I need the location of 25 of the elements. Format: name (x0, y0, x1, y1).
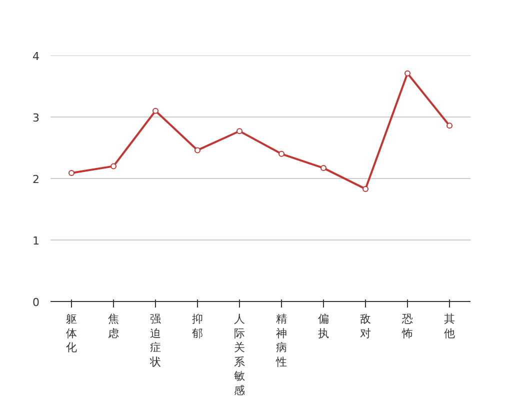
point (446, 122, 452, 129)
y-tick-label: 1 (32, 234, 40, 248)
y-tick-label: 2 (32, 173, 40, 186)
x-tick-label: 偏执 (318, 312, 329, 340)
x-tick-label: 精神病性 (275, 312, 287, 368)
point (362, 186, 368, 192)
x-tick-label: 焦虑 (108, 312, 119, 340)
point (68, 170, 74, 176)
x-tick-label: 其他 (444, 312, 455, 340)
x-tick-label: 强迫症状 (149, 312, 161, 368)
x-tick-label: 抑郁 (192, 312, 203, 340)
y-tick-label: 4 (32, 50, 40, 63)
x-tick-label: 敌对 (360, 312, 371, 340)
point (278, 150, 284, 157)
y-tick-label: 3 (32, 112, 40, 124)
y-tick-label: 0 (32, 296, 40, 309)
point (152, 108, 158, 114)
point (110, 163, 116, 170)
point (320, 165, 326, 172)
point (404, 70, 410, 76)
x-tick-label: 躯体化 (66, 312, 77, 354)
x-tick-label: 人际关系敏感 (234, 312, 245, 397)
point (194, 147, 200, 154)
x-tick-label: 恐怖 (401, 312, 413, 340)
point (236, 128, 242, 134)
